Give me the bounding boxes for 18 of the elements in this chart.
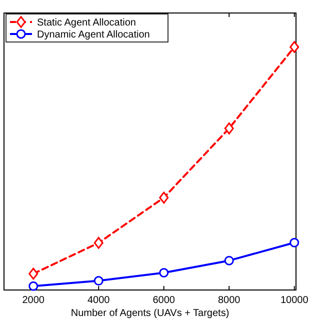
- legend-label: Dynamic Agent Allocation: [37, 30, 150, 40]
- point: [224, 122, 234, 134]
- x-tick-label: 8000: [218, 295, 241, 306]
- point: [94, 236, 104, 249]
- x-tick-label: 4000: [87, 295, 110, 306]
- point: [290, 41, 300, 53]
- point: [290, 238, 300, 248]
- x-tick-label: 2000: [22, 295, 45, 306]
- point: [159, 192, 169, 204]
- x-tick-label: 10000: [280, 295, 309, 306]
- point: [94, 276, 104, 286]
- point: [159, 268, 169, 278]
- x-axis-title: Number of Agents (UAVs + Targets): [70, 308, 230, 319]
- legend-label: Static Agent Allocation: [37, 18, 136, 28]
- point: [28, 268, 38, 280]
- x-tick-label: 6000: [152, 295, 176, 306]
- point: [28, 281, 38, 291]
- point: [224, 256, 234, 266]
